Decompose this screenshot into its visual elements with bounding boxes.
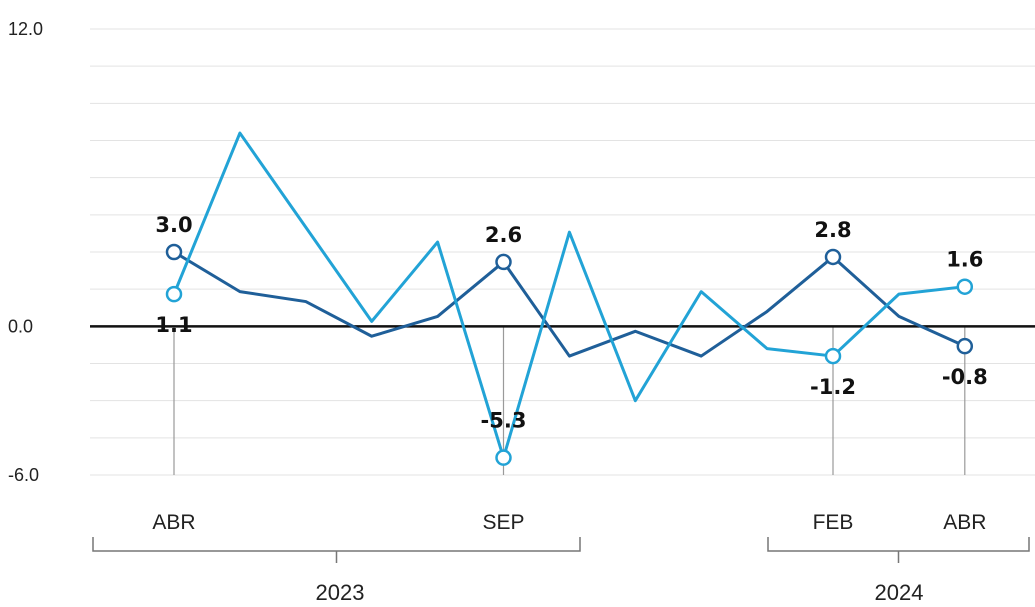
data-label: -0.8 [942, 365, 988, 389]
data-label: -1.2 [810, 375, 856, 399]
series-0-line [173, 250, 966, 358]
series-1-marker [956, 278, 974, 295]
y-tick-label: 0.0 [8, 316, 33, 336]
x-tick-label: ABR [943, 511, 986, 534]
year-label: 2023 [316, 580, 365, 605]
data-label: 2.8 [814, 218, 851, 242]
data-label: 2.6 [485, 223, 522, 247]
data-label: 1.6 [946, 248, 983, 272]
series-0-marker [495, 253, 512, 271]
series-1-marker [824, 347, 842, 365]
x-tick-label: SEP [482, 511, 524, 534]
data-label: -5.3 [481, 409, 527, 433]
series-0-marker [165, 243, 183, 261]
series-1-marker [495, 449, 512, 466]
y-tick-label: -6.0 [8, 465, 39, 485]
series-1-marker [165, 285, 183, 303]
year-bracket [767, 537, 1030, 563]
y-tick-label: 12.0 [8, 19, 43, 39]
data-label: 1.1 [155, 313, 192, 337]
data-label: 3.0 [155, 213, 192, 237]
series-1-line [172, 131, 965, 460]
series-0-marker [824, 248, 842, 266]
series-0-marker [956, 337, 974, 355]
year-label: 2024 [875, 580, 924, 605]
year-bracket [92, 537, 581, 563]
x-tick-label: ABR [152, 511, 195, 534]
x-tick-label: FEB [813, 511, 854, 534]
